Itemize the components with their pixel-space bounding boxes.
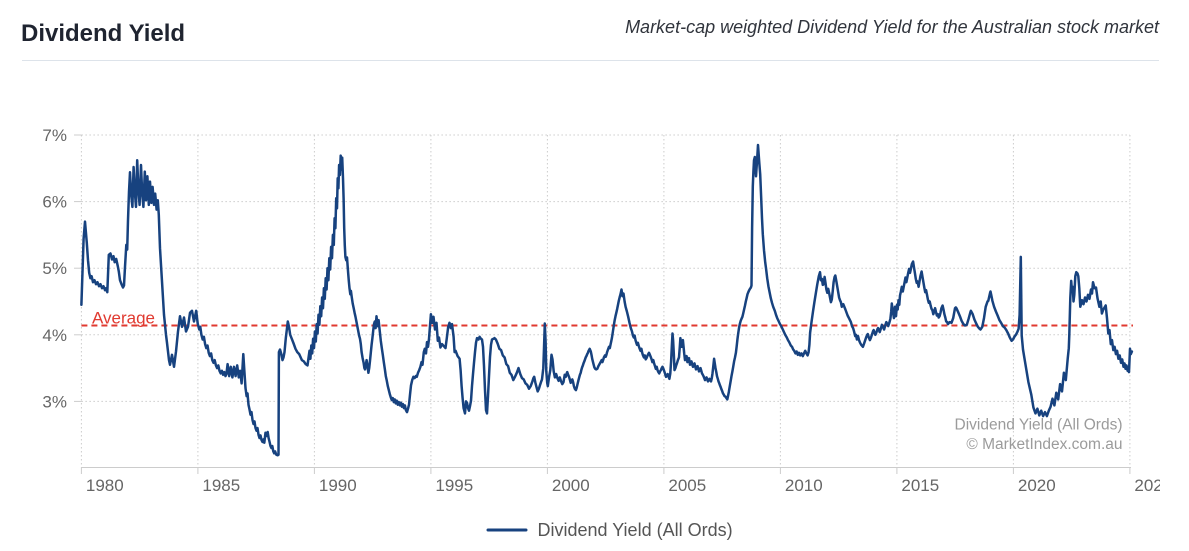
svg-text:2015: 2015 [901,476,939,495]
svg-text:Dividend Yield: Dividend Yield [21,20,185,47]
svg-text:5%: 5% [42,259,67,278]
svg-text:Market-cap weighted Dividend Y: Market-cap weighted Dividend Yield for t… [625,17,1160,37]
svg-text:3%: 3% [42,392,67,411]
svg-text:1995: 1995 [435,476,473,495]
svg-text:Dividend Yield (All Ords): Dividend Yield (All Ords) [955,417,1123,434]
svg-text:7%: 7% [42,126,67,145]
svg-text:2025: 2025 [1134,476,1160,495]
svg-text:Average: Average [92,309,155,328]
svg-text:1990: 1990 [319,476,357,495]
svg-text:2020: 2020 [1018,476,1056,495]
svg-text:1980: 1980 [86,476,124,495]
svg-text:Dividend Yield (All Ords): Dividend Yield (All Ords) [538,520,733,540]
svg-text:© MarketIndex.com.au: © MarketIndex.com.au [966,436,1122,453]
svg-text:2005: 2005 [668,476,706,495]
svg-text:1985: 1985 [202,476,240,495]
svg-text:2010: 2010 [785,476,823,495]
svg-text:2000: 2000 [552,476,590,495]
svg-text:6%: 6% [42,193,67,212]
svg-text:4%: 4% [42,326,67,345]
